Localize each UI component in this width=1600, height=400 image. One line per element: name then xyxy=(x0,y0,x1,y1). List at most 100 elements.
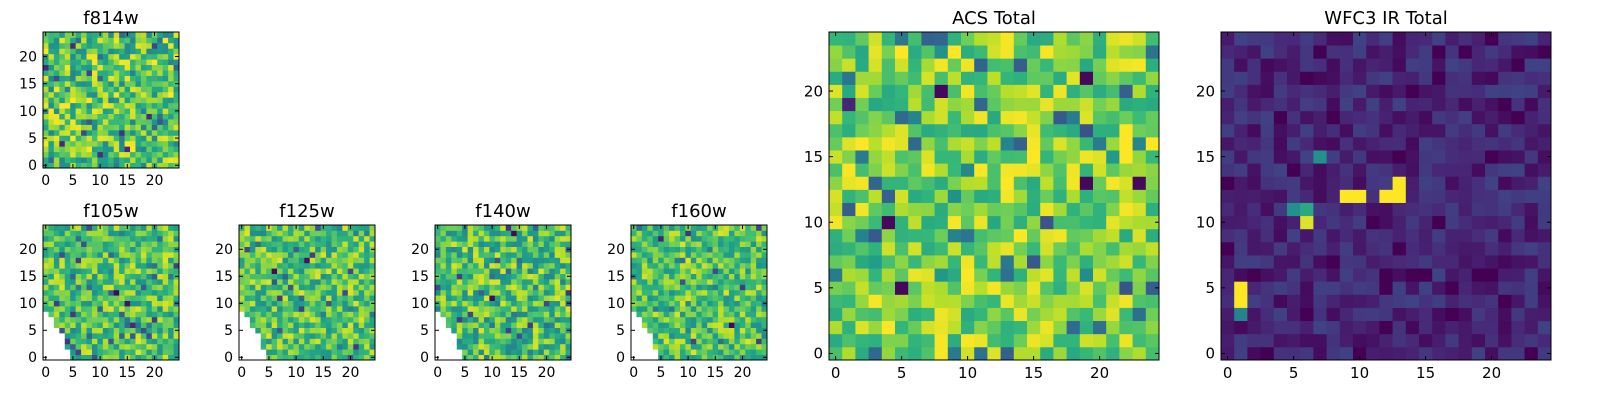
heatmap-cell xyxy=(320,306,327,312)
heatmap-cell xyxy=(336,306,343,312)
heatmap-cell xyxy=(168,246,174,253)
heatmap-cell xyxy=(934,202,949,217)
heatmap-cell xyxy=(1066,268,1081,282)
heatmap-cell xyxy=(336,279,343,285)
heatmap-cell xyxy=(868,307,883,322)
heatmap-cell xyxy=(1066,176,1081,190)
heatmap-cell xyxy=(500,300,507,307)
heatmap-cell xyxy=(146,70,153,76)
heatmap-cell xyxy=(462,349,469,355)
heatmap-cell xyxy=(663,306,670,312)
heatmap-cell xyxy=(723,306,730,312)
heatmap-cell xyxy=(739,289,746,296)
heatmap-cell xyxy=(745,257,752,264)
heatmap-cell xyxy=(140,252,147,258)
heatmap-cell xyxy=(728,279,735,285)
heatmap-cell xyxy=(549,338,556,345)
heatmap-cell xyxy=(151,80,158,87)
heatmap-cell xyxy=(119,235,125,242)
heatmap-cell xyxy=(86,252,93,258)
heatmap-cell xyxy=(70,59,77,66)
heatmap-cell xyxy=(842,123,856,138)
heatmap-cell xyxy=(102,327,109,334)
heatmap-cell xyxy=(173,241,180,247)
heatmap-cell xyxy=(162,327,169,334)
heatmap-cell xyxy=(712,338,719,345)
heatmap-cell xyxy=(451,284,458,291)
heatmap-cell xyxy=(663,262,670,269)
heatmap-cell xyxy=(1379,228,1393,243)
heatmap-cell xyxy=(113,225,120,231)
heatmap-cell xyxy=(1511,281,1525,295)
heatmap-cell xyxy=(97,135,104,142)
heatmap-cell xyxy=(1053,215,1067,230)
heatmap-cell xyxy=(146,273,153,280)
heatmap-cell xyxy=(59,316,66,323)
heatmap-cell xyxy=(1066,241,1081,256)
heatmap-cell xyxy=(750,284,757,291)
heatmap-cell xyxy=(934,176,949,190)
heatmap-cell xyxy=(326,262,332,269)
heatmap-cell xyxy=(249,279,256,285)
heatmap-cell xyxy=(146,64,153,71)
heatmap-cell xyxy=(102,354,109,361)
heatmap-cell xyxy=(750,316,757,323)
heatmap-cell xyxy=(565,311,572,318)
heatmap-cell xyxy=(1419,294,1433,308)
heatmap-cell xyxy=(130,140,136,147)
heatmap-cell xyxy=(124,42,131,49)
heatmap-cell xyxy=(494,311,501,318)
y-tick-label: 5 xyxy=(813,279,823,297)
heatmap-cell xyxy=(358,338,365,345)
heatmap-cell xyxy=(97,70,104,76)
heatmap-cell xyxy=(1537,228,1552,243)
heatmap-cell xyxy=(53,273,60,280)
heatmap-cell xyxy=(326,316,332,323)
heatmap-cell xyxy=(1313,202,1327,217)
heatmap-cell xyxy=(113,241,120,247)
heatmap-cell xyxy=(1093,110,1107,125)
heatmap-cell xyxy=(707,311,713,318)
heatmap-cell xyxy=(456,252,463,258)
heatmap-cell xyxy=(961,255,975,269)
heatmap-cell xyxy=(532,354,539,361)
heatmap-cell xyxy=(549,225,556,231)
heatmap-cell xyxy=(1260,215,1275,230)
heatmap-cell xyxy=(1300,58,1314,72)
heatmap-cell xyxy=(97,257,104,264)
heatmap-cell xyxy=(549,246,556,253)
heatmap-cell xyxy=(1040,71,1054,85)
heatmap-cell xyxy=(855,110,869,125)
heatmap-cell xyxy=(151,284,158,291)
heatmap-cell xyxy=(483,295,490,301)
heatmap-cell xyxy=(829,110,843,125)
heatmap-cell xyxy=(456,311,463,318)
heatmap-cell xyxy=(1458,45,1473,59)
heatmap-cell xyxy=(1040,307,1054,322)
heatmap-cell xyxy=(522,235,528,242)
heatmap-cell xyxy=(745,235,752,242)
heatmap-cell xyxy=(1013,215,1028,230)
heatmap-cell xyxy=(70,70,77,76)
heatmap-cell xyxy=(1132,32,1147,46)
heatmap-cell xyxy=(309,349,316,355)
heatmap-cell xyxy=(97,129,104,136)
heatmap-cell xyxy=(336,327,343,334)
heatmap-cell xyxy=(532,289,539,296)
heatmap-cell xyxy=(685,311,692,318)
heatmap-cell xyxy=(124,246,131,253)
heatmap-cell xyxy=(565,257,572,264)
heatmap-cell xyxy=(842,110,856,125)
heatmap-cell xyxy=(855,281,869,295)
heatmap-cell xyxy=(108,70,115,76)
heatmap-cell xyxy=(97,246,104,253)
heatmap-cell xyxy=(718,295,724,301)
heatmap-cell xyxy=(86,42,93,49)
heatmap-cell xyxy=(647,306,654,312)
heatmap-cell xyxy=(489,241,496,247)
heatmap-cell xyxy=(1287,71,1301,85)
heatmap-cell xyxy=(331,246,338,253)
heatmap-cell xyxy=(674,257,681,264)
heatmap-cell xyxy=(745,252,752,258)
heatmap-cell xyxy=(119,257,125,264)
